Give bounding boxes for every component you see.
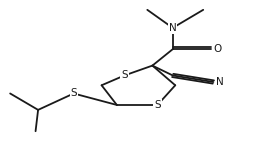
Text: O: O bbox=[213, 44, 221, 54]
Text: S: S bbox=[70, 89, 77, 98]
Text: S: S bbox=[154, 100, 161, 110]
Text: N: N bbox=[216, 77, 224, 87]
Text: S: S bbox=[121, 71, 128, 80]
Text: N: N bbox=[169, 23, 177, 33]
